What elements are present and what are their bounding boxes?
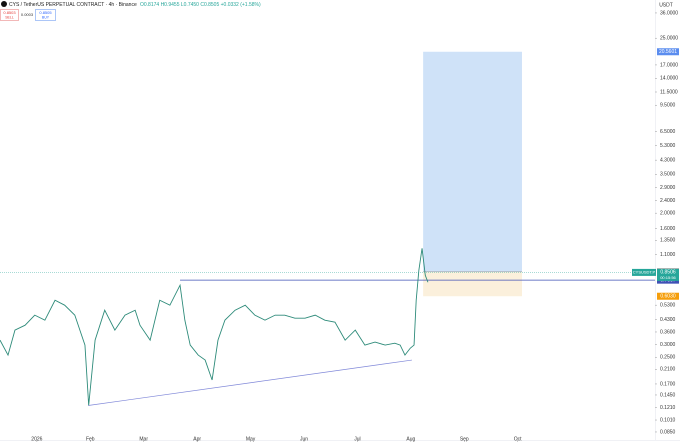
y-tick-label: 0.3000 (660, 342, 676, 348)
y-tick-label: 0.5300 (660, 303, 676, 309)
y-tick-label: 0.1700 (660, 381, 676, 387)
title: CYS / TetherUS PERPETUAL CONTRACT · 4h ·… (9, 2, 137, 8)
sell-button[interactable] (0, 9, 19, 21)
stop-label: 0.6030 (660, 294, 676, 300)
last-price-bg (657, 268, 679, 281)
price-line (0, 248, 429, 406)
x-tick-label: Aug (406, 436, 415, 442)
y-tick-label: 1.6000 (660, 226, 676, 232)
y-tick-label: 2.0000 (660, 211, 676, 217)
y-tick-label: 3.5000 (660, 172, 676, 178)
sell-price: 0.8503 (3, 10, 16, 15)
y-tick-label: 0.1010 (660, 417, 676, 423)
x-tick-label: Oct (514, 436, 522, 442)
y-tick-label: 36.0000 (660, 10, 678, 16)
y-tick-label: 2.4000 (660, 198, 676, 204)
x-tick-label: Sep (460, 436, 469, 442)
y-tick-label: 9.5000 (660, 103, 676, 109)
y-tick-label: 11.5000 (660, 89, 678, 95)
logo (1, 1, 7, 7)
y-tick-label: 25.0000 (660, 36, 678, 42)
y-tick-label: 17.0000 (660, 62, 678, 68)
buy-label: BUY (42, 15, 50, 19)
y-tick-label: 14.0000 (660, 76, 678, 82)
x-tick-label: Mar (139, 436, 148, 442)
y-tick-label: 4.3000 (660, 157, 676, 163)
spread: 0.0003 (21, 12, 34, 17)
x-tick-label: Apr (193, 436, 201, 442)
loss-zone (423, 271, 522, 297)
y-tick-label: 5.3000 (660, 143, 676, 149)
x-tick-label: 2026 (31, 436, 42, 442)
buy-price: 0.8505 (39, 10, 52, 15)
y-tick-label: 2.9000 (660, 185, 676, 191)
y-tick-label: 1.3500 (660, 238, 676, 244)
profit-zone (423, 51, 522, 272)
stop-label-bg (657, 292, 679, 300)
target-label-bg (657, 48, 679, 56)
trend-line (88, 359, 412, 406)
y-tick-label: 1.1000 (660, 252, 676, 258)
y-tick-label: 0.1210 (660, 405, 676, 411)
symbol-tag (632, 268, 656, 276)
y-tick-label: 0.3600 (660, 329, 676, 335)
x-tick-label: Jun (300, 436, 308, 442)
symbol-label: CYSUSDT.P (633, 269, 656, 274)
y-tick-label: 0.0850 (660, 429, 676, 435)
buy-button[interactable] (35, 9, 56, 21)
target-label: 20.5601 (659, 49, 677, 55)
x-tick-label: Feb (86, 436, 95, 442)
y-tick-label: 0.2500 (660, 355, 676, 361)
currency: USDT (659, 2, 673, 8)
ohlc: O0.8174 H0.9455 L0.7450 C0.8505 +0.0332 … (140, 2, 261, 8)
y-tick-label: 0.2100 (660, 367, 676, 373)
y-tick-label: 6.5000 (660, 129, 676, 135)
x-tick-label: May (246, 436, 256, 442)
sell-label: SELL (5, 15, 14, 19)
x-tick-label: Jul (354, 436, 360, 442)
y-tick-label: 0.4300 (660, 317, 676, 323)
last-price-label: 0.8506 (660, 270, 676, 276)
y-tick-label: 0.1450 (660, 392, 676, 398)
countdown: 00:15:56 (660, 275, 676, 280)
